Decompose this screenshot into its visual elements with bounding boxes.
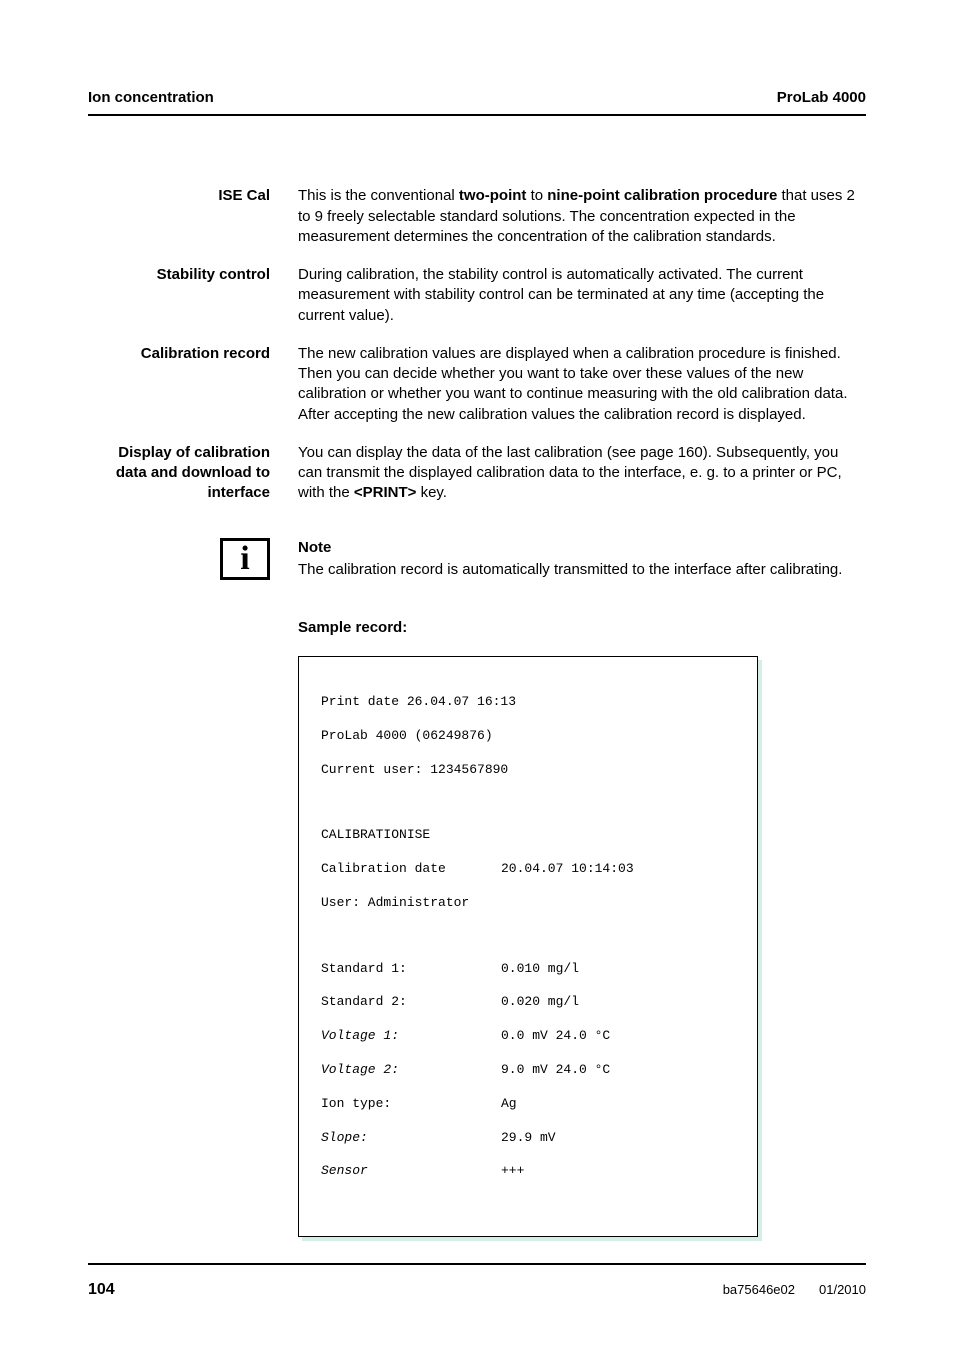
record-line: Sensor+++	[321, 1163, 735, 1180]
record-val: 29.9 mV	[501, 1130, 556, 1147]
record-key: Sensor	[321, 1163, 501, 1180]
sample-record-label-row: Sample record:	[88, 618, 866, 638]
record-line: User: Administrator	[321, 895, 735, 912]
record-line: Standard 2:0.020 mg/l	[321, 994, 735, 1011]
text-bold: two-point	[459, 187, 526, 204]
doc-date: 01/2010	[819, 1282, 866, 1297]
label-ise-cal: ISE Cal	[88, 186, 298, 206]
body-cal-record: The new calibration values are displayed…	[298, 344, 866, 425]
section-ise-cal: ISE Cal This is the conventional two-poi…	[88, 186, 866, 247]
text: key.	[416, 484, 447, 501]
record-key: Standard 1:	[321, 961, 501, 978]
header-left: Ion concentration	[88, 88, 214, 108]
note-title: Note	[298, 538, 866, 558]
sample-record-box: Print date 26.04.07 16:13 ProLab 4000 (0…	[298, 656, 758, 1237]
section-stability: Stability control During calibration, th…	[88, 265, 866, 326]
info-glyph: i	[240, 542, 249, 576]
section-display: Display of calibration data and download…	[88, 443, 866, 504]
record-line: Print date 26.04.07 16:13	[321, 694, 735, 711]
note-icon-col: i	[88, 538, 298, 580]
record-line: Current user: 1234567890	[321, 762, 735, 779]
record-line: ProLab 4000 (06249876)	[321, 728, 735, 745]
body-display: You can display the data of the last cal…	[298, 443, 866, 504]
body-ise-cal: This is the conventional two-point to ni…	[298, 186, 866, 247]
record-val: Ag	[501, 1096, 517, 1113]
note-text: The calibration record is automatically …	[298, 560, 866, 580]
record-line: CALIBRATIONISE	[321, 827, 735, 844]
text: This is the conventional	[298, 187, 459, 204]
note-block: i Note The calibration record is automat…	[88, 538, 866, 581]
record-gap	[321, 795, 735, 810]
page-footer: 104 ba75646e02 01/2010	[88, 1263, 866, 1301]
record-key: Slope:	[321, 1130, 501, 1147]
doc-code: ba75646e02	[723, 1282, 795, 1297]
record-val: 9.0 mV 24.0 °C	[501, 1062, 610, 1079]
sample-record-label: Sample record:	[298, 618, 866, 638]
record-content: Print date 26.04.07 16:13 ProLab 4000 (0…	[298, 656, 758, 1237]
section-cal-record: Calibration record The new calibration v…	[88, 344, 866, 425]
record-line: Voltage 1:0.0 mV 24.0 °C	[321, 1028, 735, 1045]
page-number: 104	[88, 1279, 115, 1301]
page-header: Ion concentration ProLab 4000	[88, 88, 866, 116]
text: to	[526, 187, 547, 204]
record-key: Standard 2:	[321, 994, 501, 1011]
header-right: ProLab 4000	[777, 88, 866, 108]
text-bold: <PRINT>	[354, 484, 417, 501]
record-key: Voltage 1:	[321, 1028, 501, 1045]
label-cal-record: Calibration record	[88, 344, 298, 364]
record-val: 0.010 mg/l	[501, 961, 579, 978]
record-gap	[321, 929, 735, 944]
record-key: Voltage 2:	[321, 1062, 501, 1079]
record-key: Ion type:	[321, 1096, 501, 1113]
body-stability: During calibration, the stability contro…	[298, 265, 866, 326]
record-key: Calibration date	[321, 861, 501, 878]
record-line: Ion type:Ag	[321, 1096, 735, 1113]
doc-info: ba75646e02 01/2010	[723, 1281, 866, 1299]
label-display: Display of calibration data and download…	[88, 443, 298, 504]
note-body: Note The calibration record is automatic…	[298, 538, 866, 581]
record-line: Calibration date20.04.07 10:14:03	[321, 861, 735, 878]
text-bold: Sample record:	[298, 619, 407, 636]
record-line: Standard 1:0.010 mg/l	[321, 961, 735, 978]
info-icon: i	[220, 538, 270, 580]
record-line: Voltage 2:9.0 mV 24.0 °C	[321, 1062, 735, 1079]
record-val: 0.020 mg/l	[501, 994, 579, 1011]
record-val: +++	[501, 1163, 524, 1180]
record-line: Slope:29.9 mV	[321, 1130, 735, 1147]
label-stability: Stability control	[88, 265, 298, 285]
text-bold: nine-point calibration procedure	[547, 187, 777, 204]
record-val: 20.04.07 10:14:03	[501, 861, 634, 878]
record-val: 0.0 mV 24.0 °C	[501, 1028, 610, 1045]
